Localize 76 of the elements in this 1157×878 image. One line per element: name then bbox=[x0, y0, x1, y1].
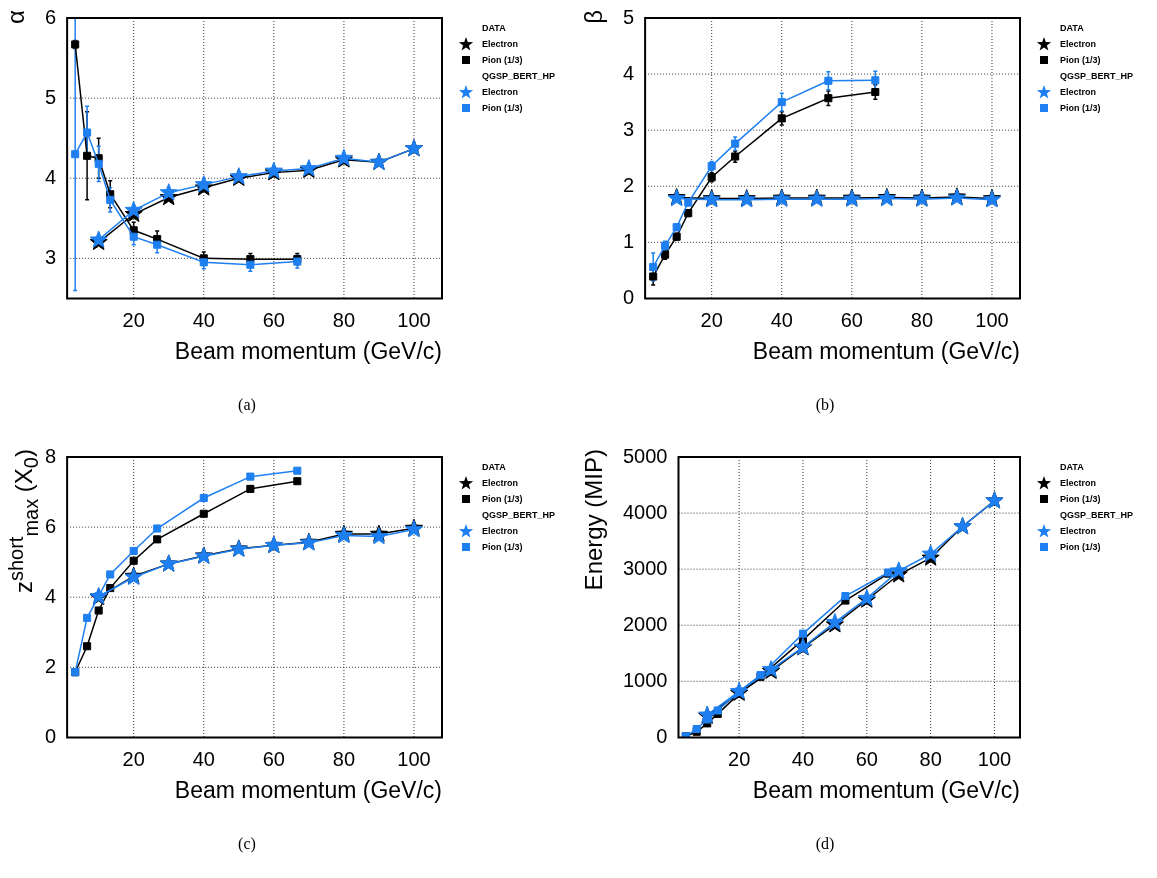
y-tick-label: 4 bbox=[623, 61, 635, 84]
text: (b) bbox=[814, 396, 836, 414]
x-tick-label: 60 bbox=[262, 308, 285, 331]
legend-label: Electron bbox=[482, 39, 519, 49]
x-tick-label: 80 bbox=[332, 308, 356, 331]
legend-label: Pion (1/3) bbox=[1060, 494, 1101, 504]
y-tick-label: 5000 bbox=[622, 444, 668, 467]
legend-label: Electron bbox=[482, 526, 519, 536]
x-axis-title: Beam momentum (GeV/c) bbox=[174, 776, 442, 803]
text: DATA bbox=[481, 461, 507, 474]
y-tick-label: 8 bbox=[45, 444, 57, 467]
y-axis-title: Energy (MIP) bbox=[580, 449, 608, 593]
text: (c) bbox=[237, 835, 257, 853]
y-tick-label: 1 bbox=[623, 229, 635, 252]
x-axis-title: Beam momentum (GeV/c) bbox=[752, 776, 1020, 803]
legend-label: Electron bbox=[1060, 39, 1097, 49]
legend-label: Electron bbox=[482, 478, 519, 488]
x-tick-label: 80 bbox=[332, 747, 356, 770]
legend-label: Pion (1/3) bbox=[482, 55, 523, 65]
y-tick-label: 2000 bbox=[622, 612, 668, 635]
text: QGSP_BERT_HP bbox=[481, 70, 556, 83]
legend-label: Pion (1/3) bbox=[482, 542, 523, 552]
y-tick-label: 5 bbox=[623, 5, 635, 28]
x-tick-label: 100 bbox=[397, 747, 431, 770]
y-tick-label: 0 bbox=[623, 285, 635, 308]
y-tick-label: 0 bbox=[656, 724, 668, 747]
y-tick-label: 2 bbox=[623, 173, 635, 196]
y-axis-title: α bbox=[2, 10, 30, 26]
text: (d) bbox=[814, 835, 836, 853]
text: (a) bbox=[237, 396, 257, 414]
x-tick-label: 100 bbox=[975, 308, 1009, 331]
x-tick-label: 20 bbox=[122, 308, 145, 331]
text: QGSP_BERT_HP bbox=[481, 509, 556, 522]
text: DATA bbox=[1059, 461, 1085, 474]
legend-label: Pion (1/3) bbox=[482, 494, 523, 504]
x-tick-label: 100 bbox=[397, 308, 431, 331]
x-tick-label: 20 bbox=[728, 747, 751, 770]
legend-label: Pion (1/3) bbox=[1060, 103, 1101, 113]
y-tick-label: 6 bbox=[45, 5, 57, 28]
y-tick-label: 4000 bbox=[622, 500, 668, 523]
x-tick-label: 20 bbox=[700, 308, 723, 331]
text: DATA bbox=[481, 22, 507, 35]
legend-label: Pion (1/3) bbox=[1060, 542, 1101, 552]
x-axis-title: Beam momentum (GeV/c) bbox=[752, 337, 1020, 364]
y-tick-label: 3000 bbox=[622, 556, 668, 579]
legend-label: Pion (1/3) bbox=[482, 103, 523, 113]
y-tick-label: 4 bbox=[45, 165, 57, 188]
x-tick-label: 40 bbox=[192, 308, 215, 331]
y-tick-label: 5 bbox=[45, 85, 57, 108]
text: DATA bbox=[1059, 22, 1085, 35]
x-tick-label: 60 bbox=[855, 747, 878, 770]
x-tick-label: 80 bbox=[919, 747, 942, 770]
y-tick-label: 3 bbox=[623, 117, 635, 140]
text: QGSP_BERT_HP bbox=[1059, 509, 1134, 522]
x-tick-label: 60 bbox=[262, 747, 285, 770]
legend-label: Electron bbox=[1060, 478, 1097, 488]
y-tick-label: 6 bbox=[45, 514, 57, 537]
legend-label: Electron bbox=[482, 87, 519, 97]
y-tick-label: 1000 bbox=[622, 668, 668, 691]
x-tick-label: 40 bbox=[770, 308, 793, 331]
y-tick-label: 0 bbox=[45, 724, 57, 747]
x-axis-title: Beam momentum (GeV/c) bbox=[174, 337, 442, 364]
text: QGSP_BERT_HP bbox=[1059, 70, 1134, 83]
x-tick-label: 40 bbox=[192, 747, 215, 770]
x-tick-label: 80 bbox=[910, 308, 934, 331]
y-tick-label: 4 bbox=[45, 584, 57, 607]
y-tick-label: 3 bbox=[45, 245, 57, 268]
legend-label: Pion (1/3) bbox=[1060, 55, 1101, 65]
x-tick-label: 20 bbox=[122, 747, 145, 770]
x-tick-label: 60 bbox=[840, 308, 863, 331]
y-tick-label: 2 bbox=[45, 654, 57, 677]
legend-label: Electron bbox=[1060, 526, 1097, 536]
x-tick-label: 40 bbox=[791, 747, 815, 770]
legend-label: Electron bbox=[1060, 87, 1097, 97]
y-axis-title: β bbox=[580, 10, 608, 26]
x-tick-label: 100 bbox=[977, 747, 1012, 770]
